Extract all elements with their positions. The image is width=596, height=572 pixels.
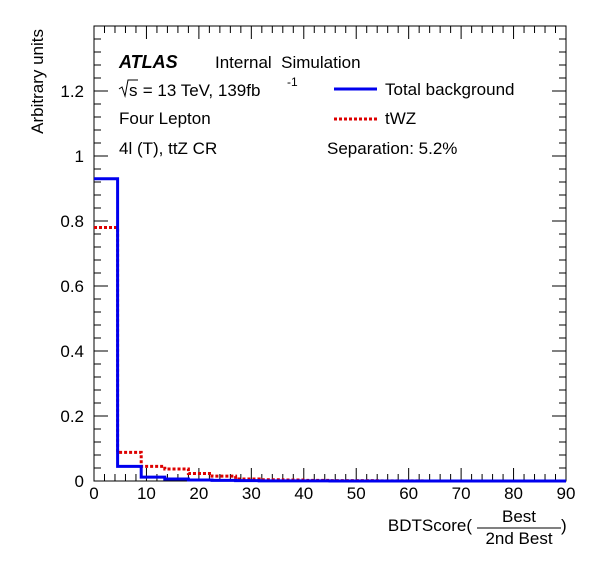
x-tick-label: 0 xyxy=(89,484,98,503)
y-axis-label: Arbitrary units xyxy=(28,29,47,134)
x-tick-label: 40 xyxy=(294,484,313,503)
y-tick-label: 0.2 xyxy=(60,407,84,426)
y-tick-label: 0.8 xyxy=(60,212,84,231)
x-tick-label: 70 xyxy=(452,484,471,503)
x-tick-label: 80 xyxy=(504,484,523,503)
y-tick-label: 0 xyxy=(75,472,84,491)
x-axis-label: BDTScore( xyxy=(388,516,472,535)
y-tick-labels: 0 0.2 0.4 0.6 0.8 1 1.2 xyxy=(60,82,84,491)
atlas-status: Internal Simulation xyxy=(215,53,361,72)
x-tick-label: 90 xyxy=(557,484,576,503)
y-tick-label: 1.2 xyxy=(60,82,84,101)
x-axis-label-denominator: 2nd Best xyxy=(485,529,552,548)
channel-label: Four Lepton xyxy=(119,109,211,128)
atlas-label: ATLAS xyxy=(118,52,178,72)
x-axis-label-close: ) xyxy=(561,516,567,535)
legend-label-total-background: Total background xyxy=(385,80,514,99)
y-tick-label: 0.4 xyxy=(60,342,84,361)
y-tick-label: 1 xyxy=(75,147,84,166)
lumi-exponent: -1 xyxy=(287,75,298,89)
sqrt-s-label: s xyxy=(129,81,138,100)
energy-lumi-line: s = 13 TeV, 139fb -1 xyxy=(118,75,298,100)
x-tick-label: 60 xyxy=(399,484,418,503)
axis-ticks xyxy=(93,25,567,482)
x-tick-label: 10 xyxy=(137,484,156,503)
series-group xyxy=(94,177,566,483)
x-tick-label: 30 xyxy=(242,484,261,503)
legend: Total background tWZ xyxy=(334,80,514,128)
sqrt-symbol xyxy=(118,79,138,98)
x-axis-label-numerator: Best xyxy=(502,507,536,526)
series-line-total-background xyxy=(94,177,566,483)
x-tick-labels: 0 10 20 30 40 50 60 70 80 90 xyxy=(89,484,575,503)
energy-lumi-label: = 13 TeV, 139fb xyxy=(138,81,260,100)
legend-label-twz: tWZ xyxy=(385,109,416,128)
region-label: 4l (T), ttZ CR xyxy=(119,139,217,158)
x-tick-label: 50 xyxy=(347,484,366,503)
series-line-twz xyxy=(94,226,566,483)
y-tick-label: 0.6 xyxy=(60,277,84,296)
x-tick-label: 20 xyxy=(189,484,208,503)
separation-label: Separation: 5.2% xyxy=(327,139,457,158)
